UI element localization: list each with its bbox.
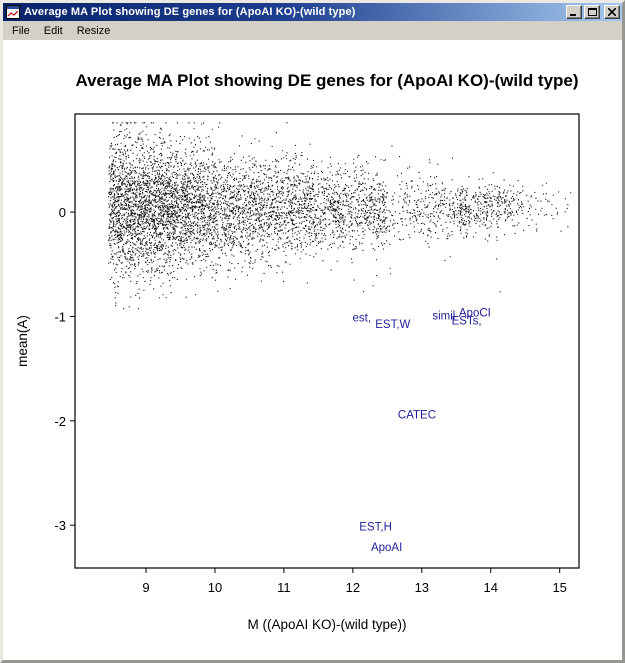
gene-label: CATEC xyxy=(398,410,436,422)
gene-label: ApoCI xyxy=(459,307,491,319)
x-axis-label: M ((ApoAI KO)-(wild type)) xyxy=(247,617,406,632)
ma-plot: 9 10 11 12 13 14 15 0 -1 -2 -3 Average MA Plot show… xyxy=(15,71,580,632)
y-tick-label: -1 xyxy=(54,309,66,324)
menu-resize[interactable]: Resize xyxy=(76,24,111,37)
app-icon xyxy=(6,5,20,19)
menu-edit[interactable]: Edit xyxy=(43,24,63,37)
gene-label: ESTs, xyxy=(452,316,482,328)
gene-label: ApoAI xyxy=(371,542,402,554)
title-bar[interactable]: Average MA Plot showing DE genes for (Ap… xyxy=(3,3,622,21)
minimize-button[interactable] xyxy=(566,5,582,19)
scatter-points xyxy=(108,122,572,310)
y-tick-label: 0 xyxy=(59,205,66,220)
y-axis-label: mean(A) xyxy=(15,315,30,367)
plot-frame xyxy=(74,113,580,569)
close-button[interactable] xyxy=(604,5,620,19)
x-tick-label: 14 xyxy=(484,580,498,595)
plot-title: Average MA Plot showing DE genes for (Ap… xyxy=(75,71,578,90)
y-tick-label: -2 xyxy=(54,414,66,429)
maximize-button[interactable] xyxy=(584,5,600,19)
gene-label: simil xyxy=(432,310,455,322)
maximize-icon xyxy=(587,8,597,16)
menu-file[interactable]: File xyxy=(12,24,30,37)
menu-bar: File Edit Resize xyxy=(3,21,622,40)
gene-label: EST,W xyxy=(375,319,410,331)
gene-label: est, xyxy=(353,313,372,325)
window-title: Average MA Plot showing DE genes for (Ap… xyxy=(24,6,356,18)
y-tick-label: -3 xyxy=(54,518,66,533)
close-icon xyxy=(608,8,616,16)
x-tick-label: 9 xyxy=(142,580,149,595)
plot-canvas: 9 10 11 12 13 14 15 0 -1 -2 -3 Average MA Plot show… xyxy=(3,40,622,660)
window-controls xyxy=(566,5,620,19)
gene-label: EST,H xyxy=(359,521,392,533)
minimize-icon xyxy=(570,14,576,16)
x-tick-label: 15 xyxy=(552,580,566,595)
x-tick-label: 10 xyxy=(208,580,222,595)
x-tick-label: 13 xyxy=(415,580,429,595)
x-tick-label: 12 xyxy=(346,580,360,595)
x-tick-label: 11 xyxy=(277,580,291,595)
